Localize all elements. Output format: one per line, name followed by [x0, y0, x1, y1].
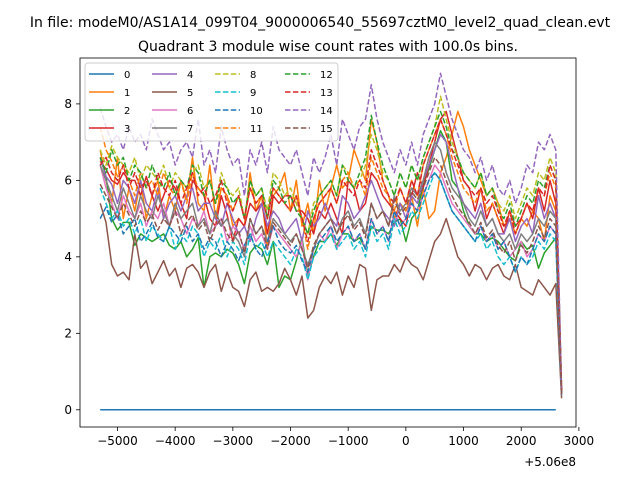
series-line-12 — [99, 110, 563, 391]
series-layer — [99, 72, 563, 411]
series-line-13 — [99, 118, 563, 391]
legend-label-13: 13 — [320, 88, 333, 99]
x-tick-label: 2000 — [506, 434, 537, 448]
y-tick-label: 8 — [64, 97, 72, 111]
x-tick-label: −5000 — [97, 434, 138, 448]
legend-label-7: 7 — [187, 124, 193, 135]
y-axis: 0 2 4 6 8 — [64, 97, 80, 417]
y-tick-label: 2 — [64, 326, 72, 340]
legend-label-3: 3 — [124, 124, 130, 135]
y-tick-label: 6 — [64, 173, 72, 187]
x-axis: −5000 −4000 −3000 −2000 −1000 0 1000 2000 3000 — [97, 427, 594, 448]
series-line-10 — [99, 171, 563, 395]
legend-label-11: 11 — [250, 124, 263, 135]
x-tick-label: −3000 — [213, 434, 254, 448]
legend-label-12: 12 — [320, 70, 333, 81]
y-tick-label: 4 — [64, 250, 72, 264]
x-axis-offset-label: +5.06e8 — [524, 455, 576, 469]
legend-label-14: 14 — [320, 106, 333, 117]
legend-label-1: 1 — [124, 88, 130, 99]
plot-frame — [79, 57, 577, 428]
x-tick-label: −2000 — [270, 434, 311, 448]
chart-title: Quadrant 3 module wise count rates with … — [138, 39, 518, 55]
legend-label-2: 2 — [124, 106, 130, 117]
legend-label-4: 4 — [187, 70, 193, 81]
legend-label-10: 10 — [250, 106, 263, 117]
x-tick-label: 3000 — [564, 434, 595, 448]
legend-label-0: 0 — [124, 70, 130, 81]
chart-suptitle: In file: modeM0/AS1A14_099T04_9000006540… — [30, 15, 611, 31]
legend-label-8: 8 — [250, 70, 256, 81]
legend-label-15: 15 — [320, 124, 333, 135]
legend-frame — [84, 62, 339, 142]
series-line-7 — [99, 141, 563, 395]
legend-label-6: 6 — [187, 106, 193, 117]
x-tick-label: 1000 — [448, 434, 479, 448]
series-line-5 — [99, 203, 563, 399]
legend-label-5: 5 — [187, 88, 193, 99]
series-line-15 — [99, 156, 563, 395]
x-tick-label: 0 — [402, 434, 410, 448]
series-line-3 — [99, 110, 563, 395]
x-tick-label: −4000 — [155, 434, 196, 448]
legend-label-9: 9 — [250, 88, 256, 99]
x-tick-label: −1000 — [328, 434, 369, 448]
series-line-9 — [99, 171, 563, 395]
series-line-14 — [99, 72, 563, 391]
y-tick-label: 0 — [64, 403, 72, 417]
